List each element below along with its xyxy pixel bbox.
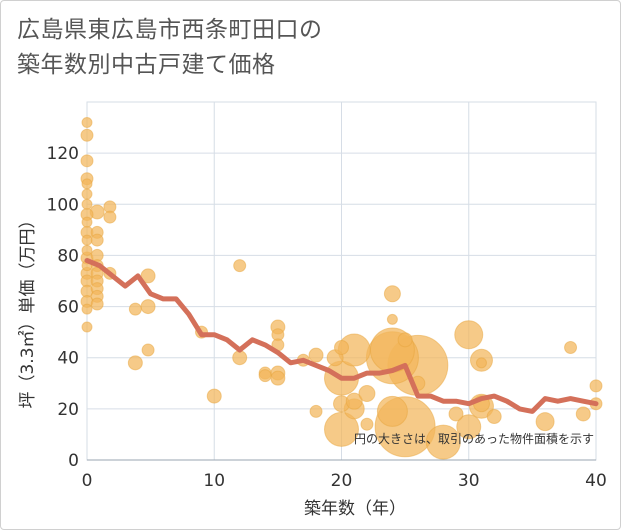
bubble-point <box>80 128 94 142</box>
bubble-point <box>81 198 93 210</box>
bubble-point <box>589 379 603 393</box>
y-tick-label: 80 <box>57 246 79 266</box>
bubble-point <box>345 392 363 410</box>
bubble-point <box>475 357 487 369</box>
y-axis-ticks: 0 20 40 60 80 100 120 <box>47 144 79 471</box>
bubble-point <box>535 412 555 432</box>
bubble-point <box>486 409 502 425</box>
bubble-point <box>81 178 93 190</box>
y-tick-label: 120 <box>47 144 79 164</box>
bubble-size-note: 円の大きさは、取引のあった物件面積を示す <box>354 431 594 446</box>
bubble-point <box>127 355 143 371</box>
x-tick-label: 40 <box>585 471 607 491</box>
bubble-point <box>270 370 286 386</box>
bubble-point <box>140 299 156 315</box>
bubble-point <box>81 234 93 246</box>
x-axis-ticks: 0 10 20 30 40 <box>82 471 607 491</box>
bubble-point <box>140 268 156 284</box>
bubble-point <box>425 424 461 460</box>
bubble-point <box>383 285 401 303</box>
x-axis-label: 築年数（年） <box>304 499 406 519</box>
bubble-point <box>376 395 408 427</box>
bubble-point <box>448 406 464 422</box>
x-tick-label: 30 <box>458 471 480 491</box>
bubble-point <box>81 244 93 256</box>
bubble-point <box>334 339 349 355</box>
bubble-point <box>575 406 591 422</box>
grid <box>86 101 597 461</box>
y-tick-label: 40 <box>57 349 79 369</box>
chart-title: 広島県東広島市西条町田口の 築年数別中古戸建て価格 <box>17 13 323 83</box>
bubble-point <box>258 369 272 383</box>
bubble-point <box>324 411 359 447</box>
bubble-point <box>81 216 93 228</box>
x-tick-label: 10 <box>203 471 225 491</box>
bubble-point <box>308 347 324 363</box>
x-tick-label: 20 <box>331 471 353 491</box>
bubble-point <box>90 233 104 247</box>
bubble-point <box>81 188 93 200</box>
bubble-point <box>456 414 482 440</box>
average-price-line <box>84 258 599 414</box>
bubble-point <box>360 417 374 431</box>
bubble-point <box>206 388 222 404</box>
bubble-series <box>80 116 603 460</box>
bubble-point <box>90 297 104 311</box>
y-tick-label: 0 <box>68 451 79 471</box>
bubble-point <box>128 302 142 316</box>
bubble-point <box>564 340 578 354</box>
bubble-point <box>81 321 93 333</box>
chart-title-line2: 築年数別中古戸建て価格 <box>17 52 276 78</box>
bubble-point <box>309 404 323 418</box>
bubble-point <box>80 154 94 168</box>
bubble-point <box>358 385 376 403</box>
bubble-point <box>141 343 155 357</box>
y-tick-label: 20 <box>57 400 79 420</box>
bubble-point <box>81 303 93 315</box>
bubble-point <box>397 332 413 348</box>
bubble-point <box>233 259 247 273</box>
y-tick-label: 60 <box>57 298 79 318</box>
y-axis-label: 坪（3.3㎡）単価（万円） <box>18 211 38 408</box>
bubble-point <box>386 313 398 325</box>
bubble-point <box>454 320 484 350</box>
average-line-group <box>84 258 599 414</box>
bubble-point <box>103 210 117 224</box>
bubble-point <box>232 350 248 366</box>
bubble-point <box>81 116 93 128</box>
y-tick-label: 100 <box>47 195 79 215</box>
x-tick-label: 0 <box>82 471 93 491</box>
chart-title-line1: 広島県東広島市西条町田口の <box>17 17 323 43</box>
